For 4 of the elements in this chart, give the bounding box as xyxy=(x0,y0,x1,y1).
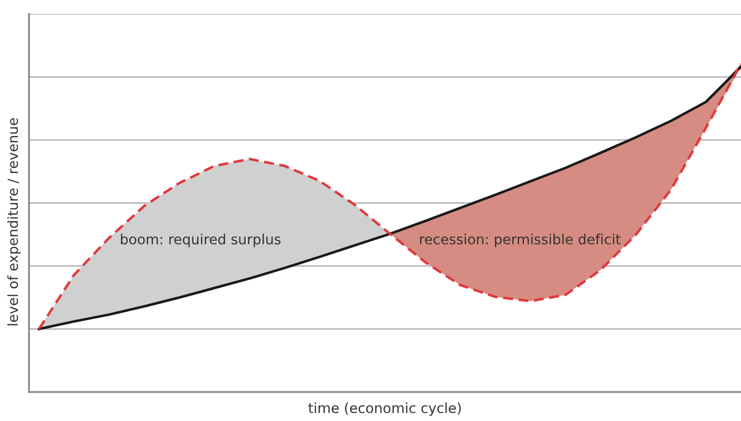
annotation: recession: permissible deficit xyxy=(420,234,621,248)
x-axis-title: time (economic cycle) xyxy=(308,402,461,416)
y-axis-title: level of expenditure / revenue xyxy=(7,118,21,326)
annotation: boom: required surplus xyxy=(120,234,281,248)
